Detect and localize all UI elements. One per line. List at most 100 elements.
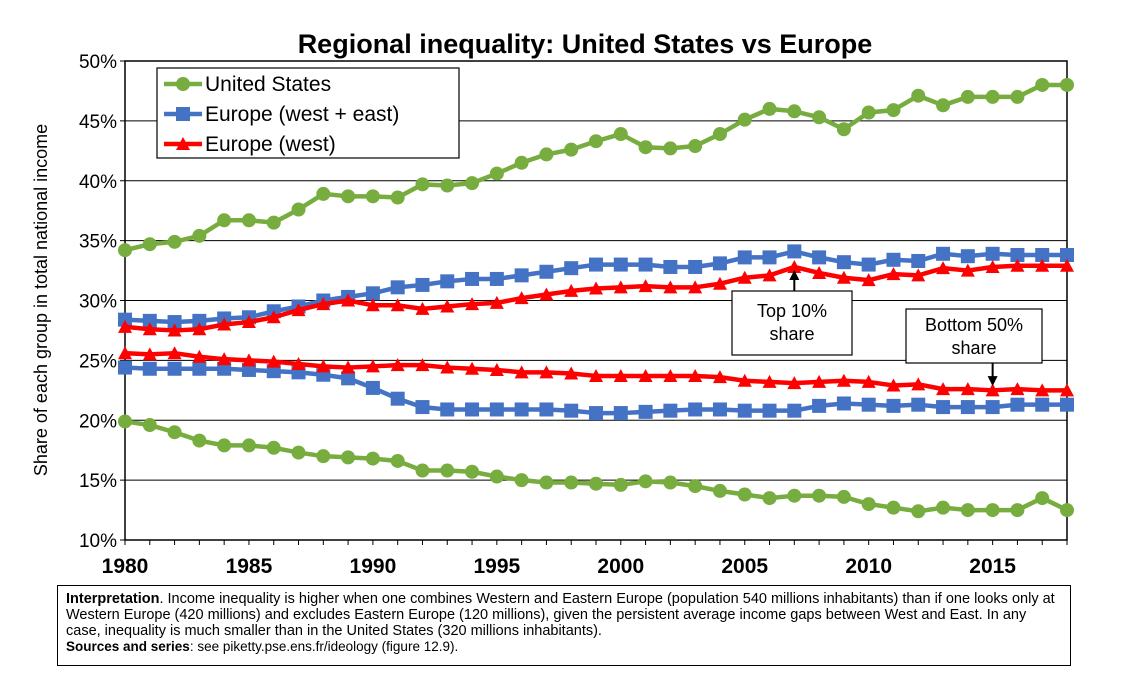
data-point [241, 438, 256, 453]
data-point [118, 346, 132, 360]
series-europe-west-east--bottom50 [118, 360, 1074, 421]
series-europe-west--top10 [118, 258, 1074, 337]
data-point [365, 286, 380, 301]
y-tick-label: 35% [79, 232, 117, 253]
data-point [787, 244, 802, 259]
data-point [167, 323, 182, 337]
data-point [118, 360, 132, 375]
data-point [712, 127, 727, 142]
data-point [663, 368, 678, 382]
data-point [589, 476, 603, 491]
data-point [737, 487, 752, 502]
data-point [440, 274, 455, 289]
data-point [266, 354, 281, 368]
gridlines [125, 120, 1067, 481]
data-point [712, 370, 727, 384]
data-point [787, 259, 802, 273]
legend-item: Europe (west) [164, 133, 336, 156]
data-point [241, 362, 256, 377]
data-point [663, 259, 678, 274]
data-point [737, 250, 752, 265]
annotation-box [905, 308, 1043, 364]
annotation-arrowhead [987, 376, 998, 387]
data-point [390, 358, 405, 372]
data-point [812, 110, 827, 125]
data-point [390, 391, 405, 406]
y-tick-label: 30% [79, 292, 117, 313]
x-tick-label: 1990 [350, 555, 397, 578]
data-point [638, 257, 653, 272]
x-tick-label: 2005 [721, 555, 768, 578]
data-point [836, 255, 851, 270]
data-point [985, 89, 1000, 104]
data-point [985, 383, 1000, 397]
data-point [663, 141, 678, 156]
data-point [663, 403, 678, 418]
data-point [241, 353, 256, 367]
data-point [589, 406, 603, 421]
data-point [539, 475, 554, 490]
x-tick-label: 1995 [473, 555, 520, 578]
data-point [985, 246, 1000, 261]
line-chart: Regional inequality: United States vs Eu… [31, 29, 1074, 578]
data-point [1060, 258, 1074, 272]
data-point [762, 374, 777, 388]
series-europe-west--bottom50 [118, 346, 1074, 397]
data-point [176, 107, 190, 121]
data-point [936, 400, 951, 415]
data-point [365, 298, 380, 312]
data-point [638, 404, 653, 419]
data-point [390, 190, 405, 205]
legend-box [156, 67, 460, 159]
data-point [886, 500, 901, 515]
data-point [936, 98, 951, 113]
data-point [812, 374, 827, 388]
data-point [440, 178, 455, 193]
data-point [341, 293, 356, 307]
data-point [192, 349, 207, 363]
data-point [911, 504, 926, 519]
data-point [861, 105, 876, 120]
data-point [836, 489, 851, 504]
data-point [415, 277, 430, 292]
data-point [564, 475, 579, 490]
data-point [688, 368, 703, 382]
data-point [613, 280, 628, 294]
x-tick-label: 1980 [102, 555, 149, 578]
data-point [217, 361, 232, 376]
data-point [638, 474, 653, 489]
data-point [489, 271, 504, 286]
data-point [192, 322, 207, 336]
x-tick-label: 2000 [597, 555, 644, 578]
data-point [341, 450, 356, 465]
data-point [176, 77, 190, 91]
data-point [836, 373, 851, 387]
data-point [564, 283, 579, 297]
data-point [688, 402, 703, 417]
data-point [142, 347, 157, 361]
y-axis-ticks: 10% 15% 20% 25% 30% 35% 40% 45% 50% [79, 52, 125, 552]
data-point [1035, 258, 1050, 272]
data-point [1060, 397, 1074, 412]
data-point [861, 273, 876, 287]
data-point [415, 301, 430, 315]
data-point [390, 453, 405, 468]
data-point [638, 140, 653, 155]
data-point [861, 397, 876, 412]
data-point [960, 263, 975, 277]
data-point [341, 189, 356, 204]
data-point [291, 202, 306, 217]
y-tick-label: 15% [79, 471, 117, 492]
data-point [613, 127, 628, 142]
interpretation-note: Interpretation. Income inequality is hig… [57, 585, 1071, 666]
data-point [390, 280, 405, 295]
data-point [514, 402, 529, 417]
data-point [861, 497, 876, 512]
data-point [167, 234, 182, 249]
data-point [489, 469, 504, 484]
data-point [142, 418, 157, 433]
y-axis-label: Share of each group in total national in… [31, 124, 51, 476]
data-point [539, 147, 554, 162]
data-point [167, 346, 182, 360]
data-point [960, 89, 975, 104]
